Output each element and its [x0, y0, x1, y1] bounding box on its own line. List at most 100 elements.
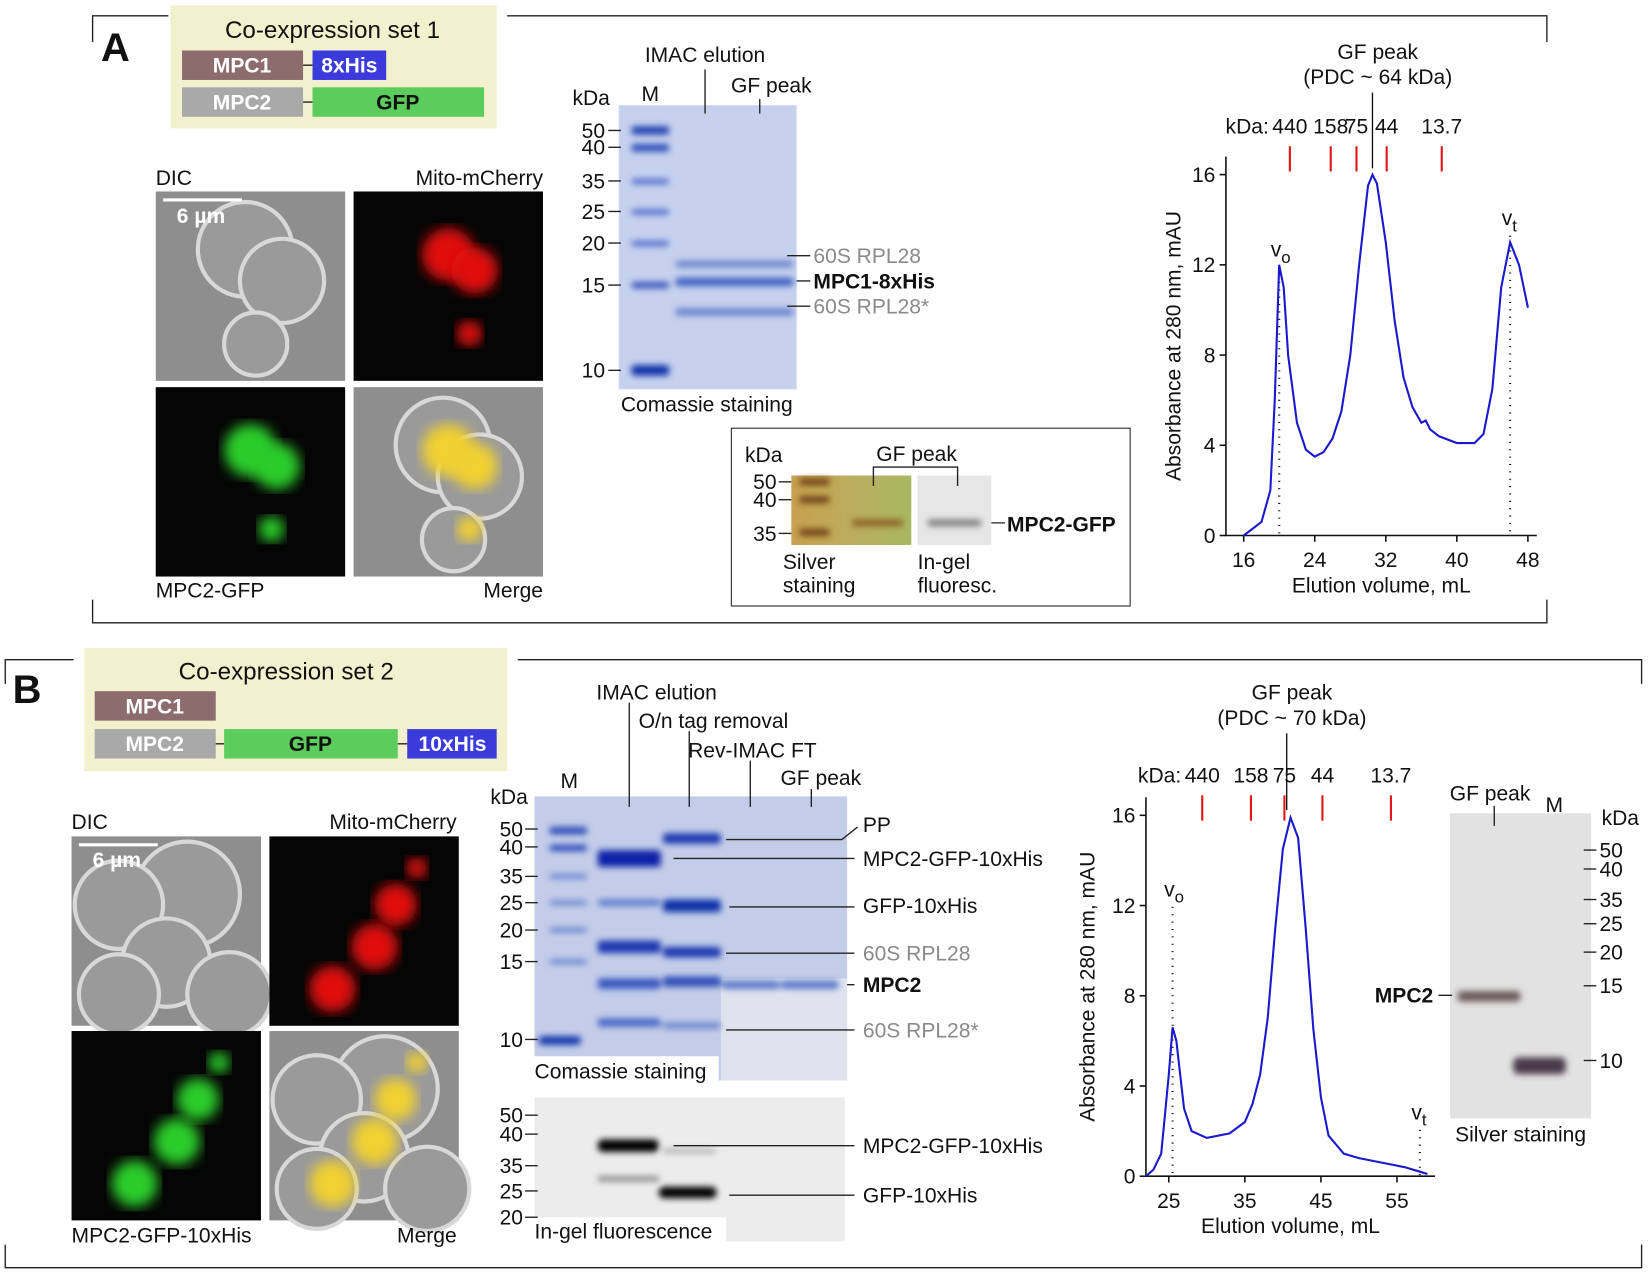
- marker-label: 10: [1599, 1050, 1622, 1073]
- band: [675, 260, 794, 268]
- inset-box: [730, 427, 1131, 607]
- subscript: o: [1281, 248, 1290, 267]
- marker-label: 40: [1599, 858, 1622, 881]
- micrograph: [155, 387, 346, 577]
- peak-title: GF peak: [1337, 41, 1418, 64]
- y-tick-label: 0: [1124, 1166, 1136, 1189]
- fluorescence: [351, 1118, 398, 1165]
- marker-label: 35: [1599, 889, 1622, 912]
- frame: [4, 658, 1643, 1269]
- fluorescence: [374, 1078, 417, 1121]
- y-tick-label: 4: [1204, 435, 1216, 458]
- gel-caption: Comassie staining: [621, 393, 793, 416]
- gene-box: [94, 729, 216, 759]
- caption: In-gel: [918, 551, 971, 574]
- band: [549, 900, 588, 905]
- chromatogram-line: [1145, 813, 1428, 1177]
- micrograph: [353, 191, 543, 381]
- standard-label: 75: [1345, 116, 1368, 139]
- marker-label: 40: [500, 1123, 523, 1146]
- fluorescence: [253, 442, 300, 490]
- void-label: vo: [1164, 878, 1184, 906]
- y-axis-label: Absorbance at 280 nm, mAU: [1163, 211, 1186, 481]
- marker-label: 50: [582, 120, 605, 143]
- gel-caption: Comassie staining: [535, 1060, 707, 1083]
- cell-outline: [76, 952, 162, 1037]
- subscript: t: [1422, 1111, 1427, 1130]
- inset-bands: [799, 478, 981, 536]
- marker-label: 10: [582, 360, 605, 383]
- caption: fluoresc.: [918, 574, 997, 597]
- fluorescence: [309, 965, 356, 1013]
- tag-box: [312, 50, 387, 80]
- marker-label: 25: [1599, 913, 1622, 936]
- y-axis-label: Absorbance at 280 nm, mAU: [1076, 852, 1099, 1122]
- band: [549, 826, 588, 835]
- band: [662, 976, 721, 987]
- leader-lines: [628, 702, 859, 1031]
- lane-label: GF peak: [780, 767, 861, 790]
- silver-bands: [1457, 991, 1566, 1075]
- marker-label: 40: [753, 489, 776, 512]
- fluorescence: [374, 883, 417, 926]
- unit-label: kDa: [745, 444, 783, 467]
- marker-label: 20: [582, 232, 605, 255]
- y-tick-label: 8: [1124, 985, 1136, 1008]
- standard-label: 13.7: [1370, 765, 1411, 788]
- cell-outline: [222, 310, 290, 378]
- peak-subtitle: (PDC ~ 64 kDa): [1303, 66, 1452, 89]
- tag-label: 8xHis: [321, 55, 377, 78]
- unit-label: kDa: [490, 786, 528, 809]
- band: [597, 1018, 661, 1027]
- marker-label: 20: [500, 919, 523, 942]
- image-label: Mito-mCherry: [329, 811, 457, 834]
- image-label: DIC: [72, 811, 108, 834]
- marker-label: 10: [500, 1029, 523, 1052]
- lane-label: M: [561, 770, 579, 793]
- gene-box: [94, 691, 216, 721]
- lane-label: M: [642, 83, 660, 106]
- fluorescence: [153, 1118, 200, 1165]
- symbol: v: [1271, 239, 1282, 262]
- gene-label: MPC2: [213, 91, 271, 114]
- y-tick-label: 12: [1192, 254, 1215, 277]
- band: [662, 899, 721, 913]
- total-label: vt: [1411, 1101, 1427, 1129]
- band: [549, 959, 588, 964]
- band-label: MPC2: [1375, 985, 1433, 1008]
- chromatogram-line: [1243, 172, 1529, 537]
- band: [631, 126, 670, 135]
- band: [662, 946, 721, 958]
- x-axis-label: Elution volume, mL: [1201, 1215, 1380, 1238]
- marker-label: 50: [1599, 839, 1622, 862]
- band-label: PP: [863, 814, 891, 837]
- caption-bg: [531, 1056, 719, 1084]
- band-label: 60S RPL28: [863, 943, 971, 966]
- band: [549, 874, 588, 879]
- fluorescence: [456, 320, 482, 347]
- gel-bands: [631, 126, 794, 376]
- gel-caption: Silver staining: [1455, 1123, 1586, 1146]
- gel-caption: In-gel fluorescence: [535, 1220, 713, 1243]
- gene-label: MPC1: [125, 695, 184, 718]
- lane-label: GF peak: [876, 443, 957, 466]
- band: [675, 308, 794, 316]
- gene-box: [182, 50, 304, 80]
- marker-label: 40: [500, 836, 523, 859]
- fluorescence-bands: [597, 1139, 717, 1199]
- linker: [303, 64, 313, 103]
- band-label: MPC2-GFP: [1007, 513, 1116, 536]
- band: [538, 1036, 581, 1045]
- micrographs: [71, 836, 472, 1234]
- marker-label: 35: [753, 523, 776, 546]
- band-label: MPC1-8xHis: [813, 270, 935, 293]
- subscript: o: [1175, 888, 1184, 907]
- void-label: vo: [1271, 239, 1291, 267]
- gene-box: [182, 87, 304, 117]
- y-tick-label: 4: [1124, 1075, 1136, 1098]
- cell-outline: [185, 950, 274, 1039]
- fluorescence: [351, 923, 398, 971]
- subscript: t: [1512, 216, 1517, 235]
- fluorescence: [406, 1052, 428, 1074]
